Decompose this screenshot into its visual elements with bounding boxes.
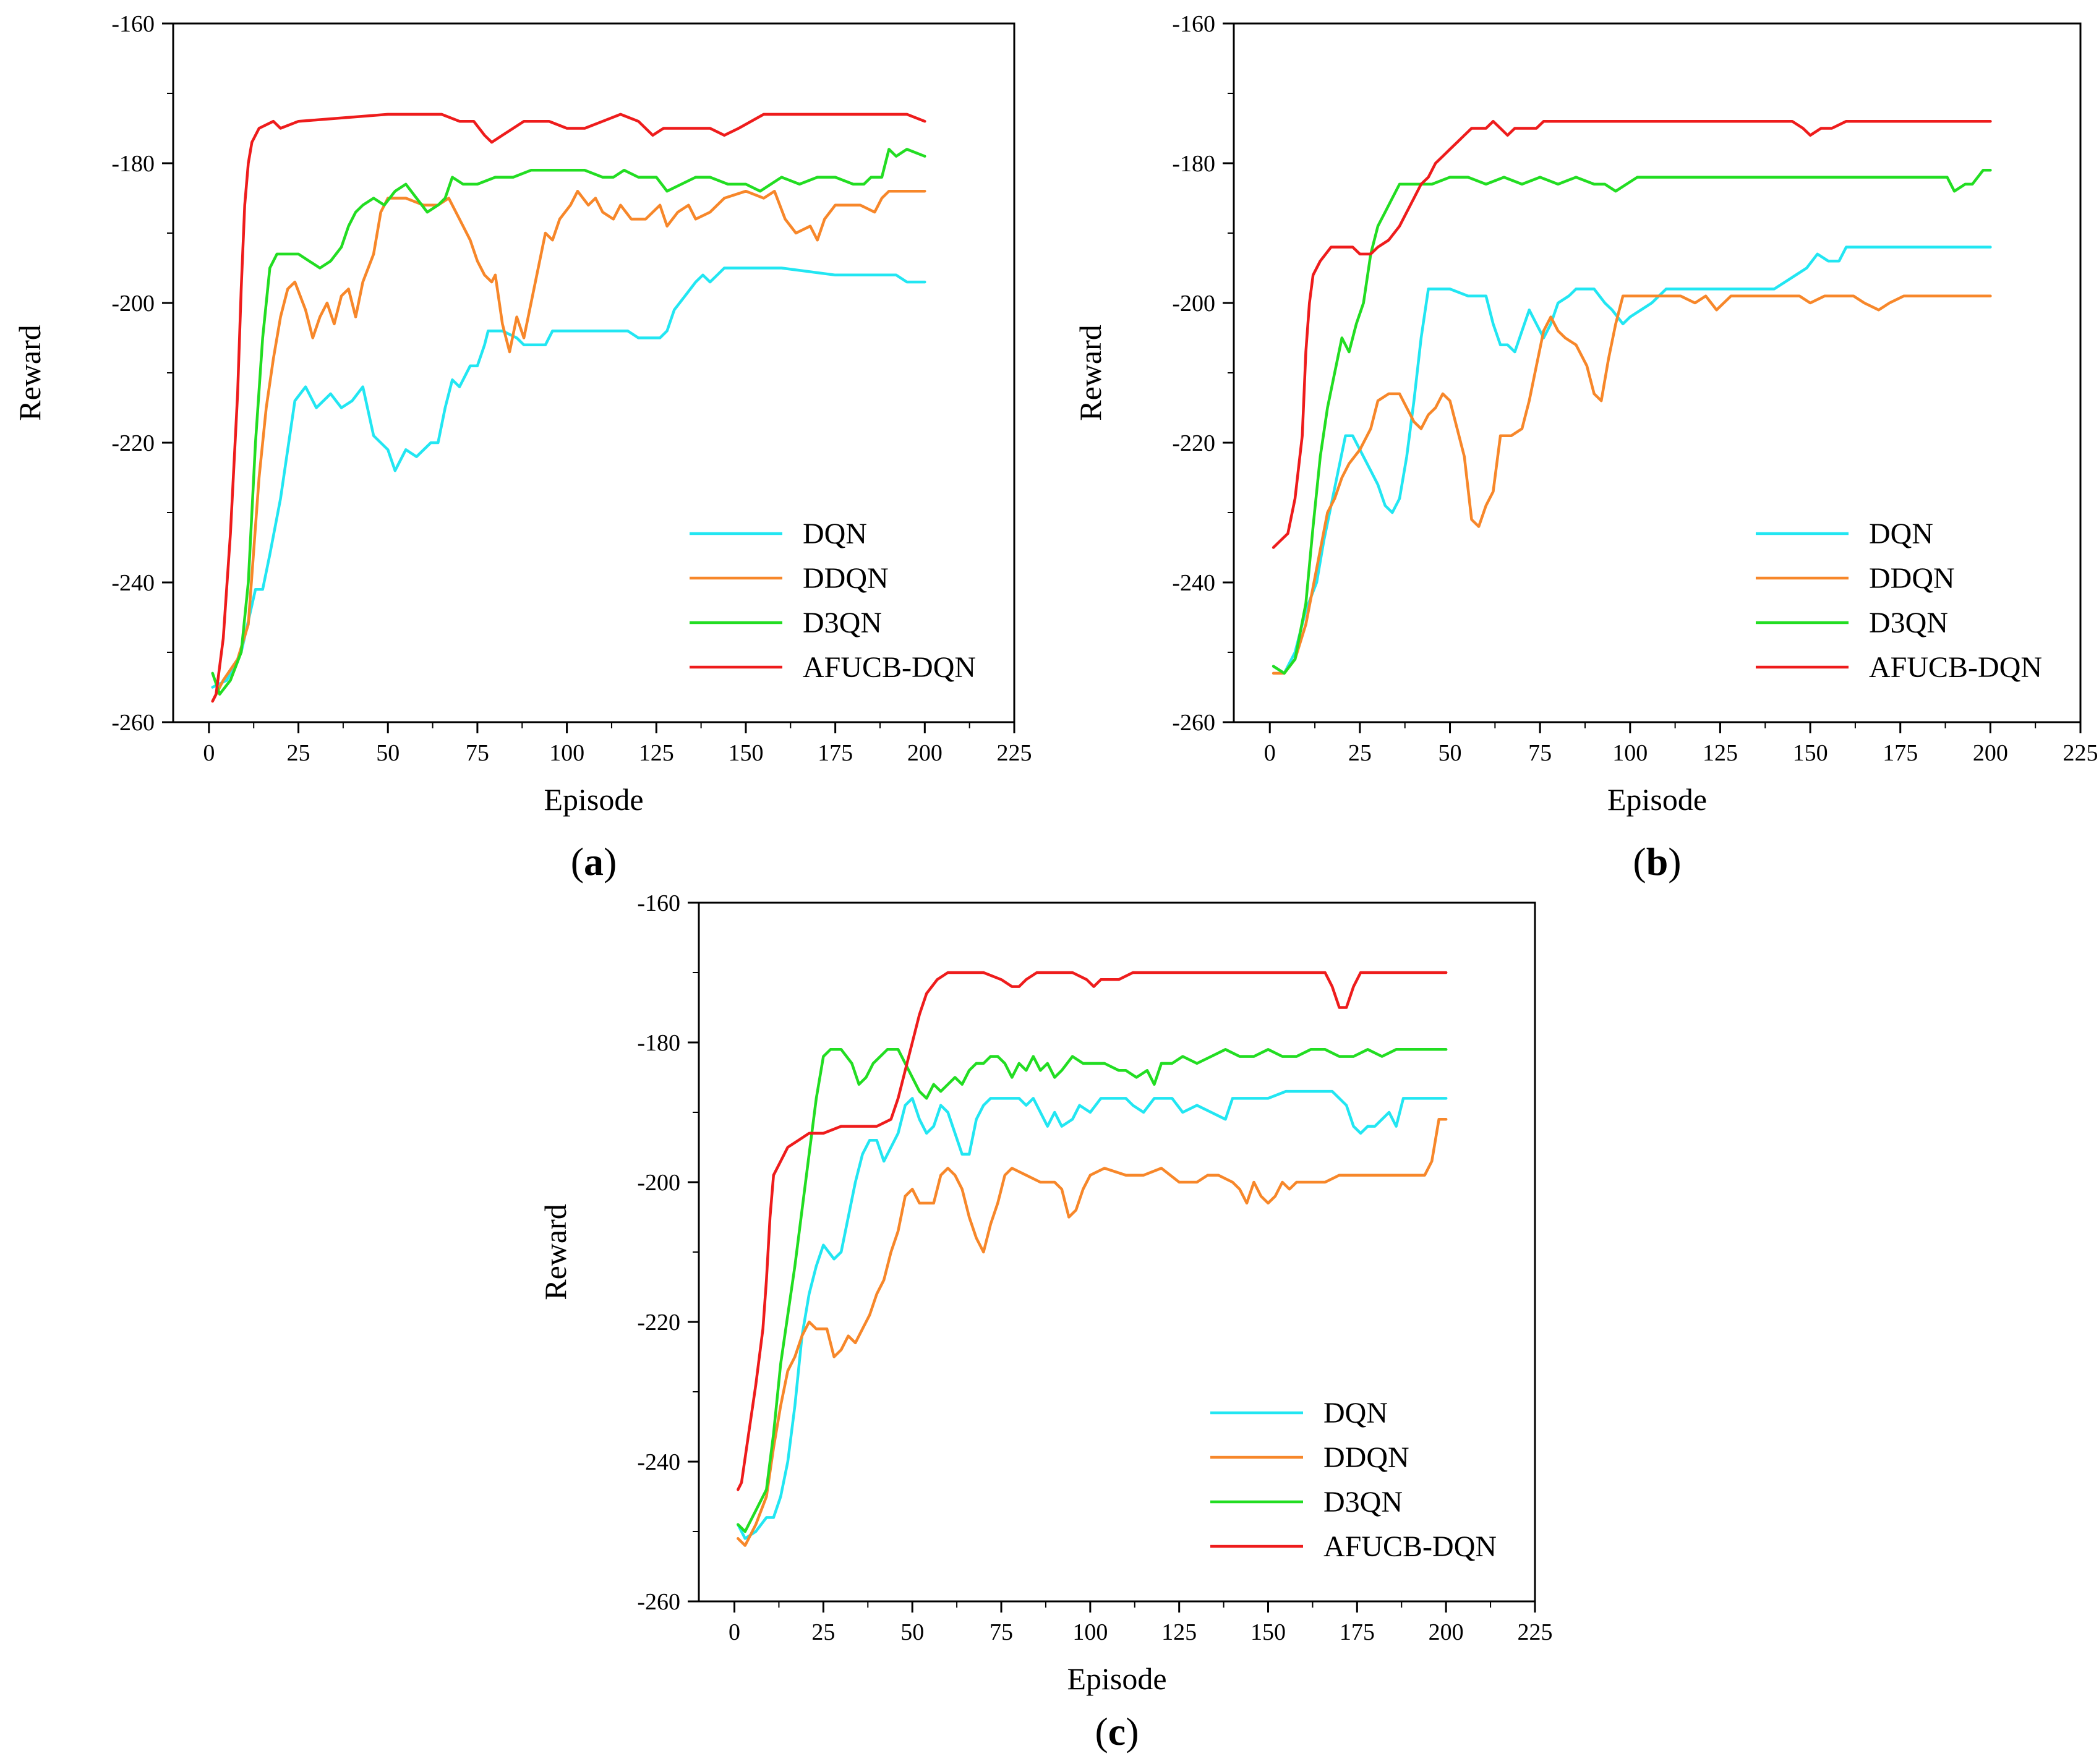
chart-1-x-tick-label: 175 bbox=[1883, 740, 1918, 766]
chart-2-legend-label-dqn: DQN bbox=[1323, 1397, 1388, 1430]
chart-0-x-tick-label: 75 bbox=[466, 740, 489, 766]
chart-1-y-tick-label: -180 bbox=[1172, 151, 1215, 177]
chart-2-series-line-afucb-dqn bbox=[737, 971, 1448, 1491]
chart-0-y-tick-label: -260 bbox=[111, 710, 155, 736]
chart-2-series-line-d3qn bbox=[737, 1048, 1448, 1533]
chart-0-x-axis-title: Episode bbox=[544, 782, 643, 817]
chart-1-x-tick-label: 225 bbox=[2063, 740, 2098, 766]
chart-1-legend-label-afucb-dqn: AFUCB-DQN bbox=[1869, 651, 2042, 684]
chart-2-x-tick-label: 125 bbox=[1161, 1619, 1197, 1645]
chart-2-y-tick-label: -260 bbox=[637, 1589, 680, 1615]
chart-1-series-line-ddqn bbox=[1272, 294, 1992, 675]
chart-1-legend-label-d3qn: D3QN bbox=[1869, 607, 1948, 639]
chart-0-legend-label-ddqn: DDQN bbox=[803, 562, 889, 595]
chart-1-legend-label-ddqn: DDQN bbox=[1869, 562, 1955, 595]
chart-2-panel-label: (c) bbox=[1095, 1710, 1139, 1753]
chart-1-x-tick-label: 25 bbox=[1348, 740, 1372, 766]
chart-2-series-line-dqn bbox=[737, 1089, 1448, 1540]
chart-2-legend-label-afucb-dqn: AFUCB-DQN bbox=[1323, 1530, 1497, 1563]
chart-1-x-tick-label: 75 bbox=[1528, 740, 1552, 766]
chart-2-series-line-ddqn bbox=[737, 1118, 1448, 1547]
chart-1-x-tick-label: 150 bbox=[1793, 740, 1828, 766]
chart-1-x-tick-label: 50 bbox=[1439, 740, 1462, 766]
chart-0-x-tick-label: 175 bbox=[818, 740, 853, 766]
chart-0-x-tick-label: 150 bbox=[728, 740, 763, 766]
chart-0-x-tick-label: 0 bbox=[203, 740, 215, 766]
chart-0-series-line-dqn bbox=[211, 266, 926, 689]
chart-2-y-tick-label: -220 bbox=[637, 1310, 680, 1336]
chart-1-series-line-d3qn bbox=[1272, 169, 1992, 675]
chart-0-x-tick-label: 100 bbox=[549, 740, 584, 766]
chart-2-legend-label-d3qn: D3QN bbox=[1323, 1486, 1403, 1519]
chart-2-x-tick-label: 50 bbox=[900, 1619, 924, 1645]
chart-2-x-tick-label: 175 bbox=[1340, 1619, 1375, 1645]
chart-2-plot-frame bbox=[698, 901, 1536, 1603]
chart-1-x-tick-label: 200 bbox=[1973, 740, 2008, 766]
chart-1-y-axis-title: Reward bbox=[1073, 325, 1108, 421]
chart-0-legend-label-dqn: DQN bbox=[803, 518, 867, 550]
chart-1-series-line-afucb-dqn bbox=[1272, 119, 1992, 549]
chart-0-series-group bbox=[211, 113, 926, 703]
chart-1-x-tick-label: 0 bbox=[1264, 740, 1276, 766]
chart-0-y-axis-title: Reward bbox=[12, 325, 47, 421]
chart-1-panel-label: (b) bbox=[1633, 840, 1681, 884]
chart-panel-c: 0 25 50 75 100 125 150 175 200 225 -260 -240 -220 -20… bbox=[538, 890, 1553, 1753]
chart-2-x-axis-title: Episode bbox=[1067, 1661, 1166, 1696]
chart-0-y-tick-label: -180 bbox=[111, 151, 155, 177]
chart-0-legend-label-afucb-dqn: AFUCB-DQN bbox=[803, 651, 976, 684]
chart-2-y-tick-label: -240 bbox=[637, 1449, 680, 1475]
chart-2-x-tick-label: 200 bbox=[1429, 1619, 1464, 1645]
chart-1-x-axis-title: Episode bbox=[1607, 782, 1707, 817]
chart-2-legend-label-ddqn: DDQN bbox=[1323, 1441, 1409, 1474]
chart-0-panel-label: (a) bbox=[571, 840, 617, 884]
chart-0-plot-frame bbox=[172, 22, 1015, 723]
chart-2-x-tick-label: 225 bbox=[1518, 1619, 1553, 1645]
chart-2-series-group bbox=[737, 971, 1448, 1547]
chart-1-y-tick-label: -240 bbox=[1172, 570, 1215, 596]
chart-2-y-axis-title: Reward bbox=[538, 1204, 573, 1300]
chart-0-series-line-d3qn bbox=[211, 148, 926, 696]
chart-0-y-tick-label: -240 bbox=[111, 570, 155, 596]
chart-1-y-tick-label: -160 bbox=[1172, 11, 1215, 37]
chart-2-y-tick-label: -180 bbox=[637, 1030, 680, 1056]
chart-1-series-group bbox=[1272, 119, 1992, 675]
chart-0-x-tick-label: 200 bbox=[907, 740, 943, 766]
chart-0-y-tick-label: -160 bbox=[111, 11, 155, 37]
chart-1-y-tick-label: -200 bbox=[1172, 291, 1215, 317]
chart-2-y-tick-label: -160 bbox=[637, 890, 680, 916]
chart-1-x-tick-label: 125 bbox=[1703, 740, 1738, 766]
chart-0-x-tick-label: 25 bbox=[287, 740, 310, 766]
chart-1-legend-label-dqn: DQN bbox=[1869, 518, 1933, 550]
chart-1-plot-frame bbox=[1233, 22, 2082, 723]
chart-2-y-tick-label: -200 bbox=[637, 1170, 680, 1196]
chart-0-series-line-afucb-dqn bbox=[211, 113, 926, 703]
chart-1-y-tick-label: -220 bbox=[1172, 430, 1215, 456]
chart-0-x-tick-label: 50 bbox=[376, 740, 400, 766]
chart-1-x-tick-label: 100 bbox=[1612, 740, 1648, 766]
chart-1-y-tick-label: -260 bbox=[1172, 710, 1215, 736]
chart-2-x-tick-label: 25 bbox=[811, 1619, 835, 1645]
chart-0-x-tick-label: 125 bbox=[639, 740, 674, 766]
chart-panel-b: 0 25 50 75 100 125 150 175 200 225 -260 -240 -220 -20… bbox=[1073, 11, 2098, 884]
chart-0-series-line-ddqn bbox=[211, 189, 926, 703]
chart-0-y-tick-label: -200 bbox=[111, 291, 155, 317]
chart-2-x-tick-label: 0 bbox=[729, 1619, 740, 1645]
chart-2-x-tick-label: 150 bbox=[1250, 1619, 1286, 1645]
chart-2-x-tick-label: 100 bbox=[1072, 1619, 1108, 1645]
chart-0-legend-label-d3qn: D3QN bbox=[803, 607, 882, 639]
chart-panel-a: 0 25 50 75 100 125 150 175 200 225 -260 -240 -220 -20… bbox=[12, 11, 1032, 884]
chart-1-series-line-dqn bbox=[1272, 245, 1992, 675]
chart-0-x-tick-label: 225 bbox=[997, 740, 1032, 766]
chart-0-y-tick-label: -220 bbox=[111, 430, 155, 456]
chart-2-x-tick-label: 75 bbox=[990, 1619, 1013, 1645]
